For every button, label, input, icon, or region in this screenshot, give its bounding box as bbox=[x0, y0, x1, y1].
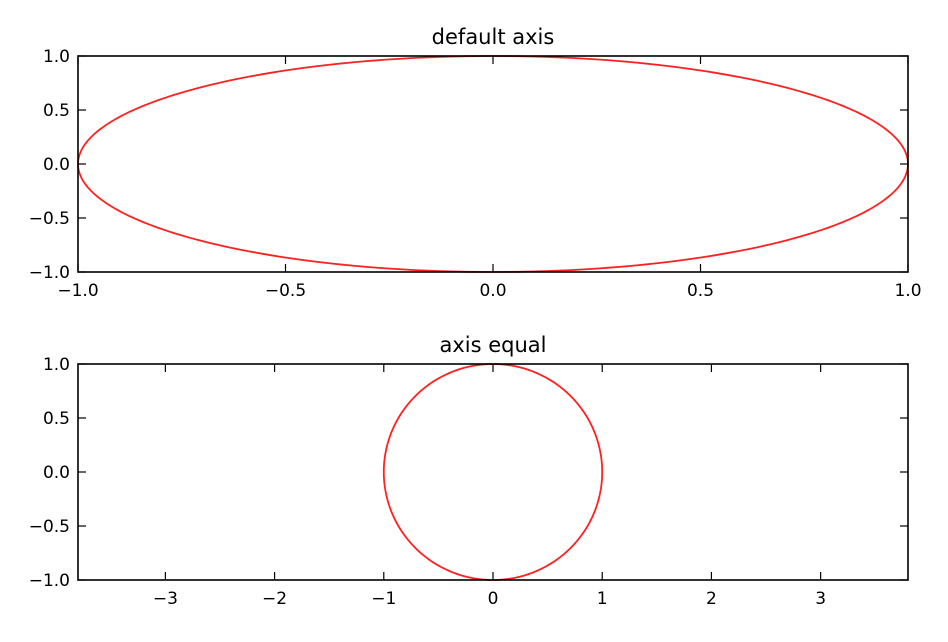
x-tick-label: −1 bbox=[371, 589, 396, 609]
y-tick-label: −1.0 bbox=[29, 263, 70, 283]
x-tick-label: −0.5 bbox=[265, 281, 306, 301]
axes-frame bbox=[77, 363, 909, 581]
x-tick-label: 0.5 bbox=[687, 281, 714, 301]
y-tick-label: −0.5 bbox=[29, 209, 70, 229]
y-tick-label: −0.5 bbox=[29, 517, 70, 537]
y-tick-label: −1.0 bbox=[29, 571, 70, 591]
x-tick-label: −3 bbox=[153, 589, 178, 609]
x-tick-label: −2 bbox=[262, 589, 287, 609]
x-tick-label: 2 bbox=[706, 589, 717, 609]
chart-title: axis equal bbox=[439, 333, 546, 357]
chart-title: default axis bbox=[432, 25, 555, 49]
series-line-0 bbox=[77, 55, 909, 273]
x-tick-label: −1.0 bbox=[57, 281, 98, 301]
y-tick-label: 1.0 bbox=[43, 47, 70, 67]
subplot-default-axis: default axis −1.0 −0.5 0.0 0.5 1.0 1.0 0.5 0.0 −… bbox=[29, 25, 922, 301]
x-tick-label: 0 bbox=[488, 589, 499, 609]
x-tick-label: 1.0 bbox=[894, 281, 921, 301]
y-tick-label: 0.5 bbox=[43, 101, 70, 121]
y-tick-label: 0.5 bbox=[43, 409, 70, 429]
y-tick-label: 1.0 bbox=[43, 355, 70, 375]
x-tick-label: 1 bbox=[597, 589, 608, 609]
x-tick-label: 0.0 bbox=[479, 281, 506, 301]
x-tick-label: 3 bbox=[815, 589, 826, 609]
subplot-axis-equal: axis equal −3 −2 −1 0 1 2 3 1.0 0.5 0.0 −0.5 −1.0 bbox=[29, 333, 909, 609]
series-line-0 bbox=[382, 363, 604, 581]
y-tick-label: 0.0 bbox=[43, 463, 70, 483]
y-tick-label: 0.0 bbox=[43, 155, 70, 175]
axes-frame bbox=[77, 55, 909, 273]
